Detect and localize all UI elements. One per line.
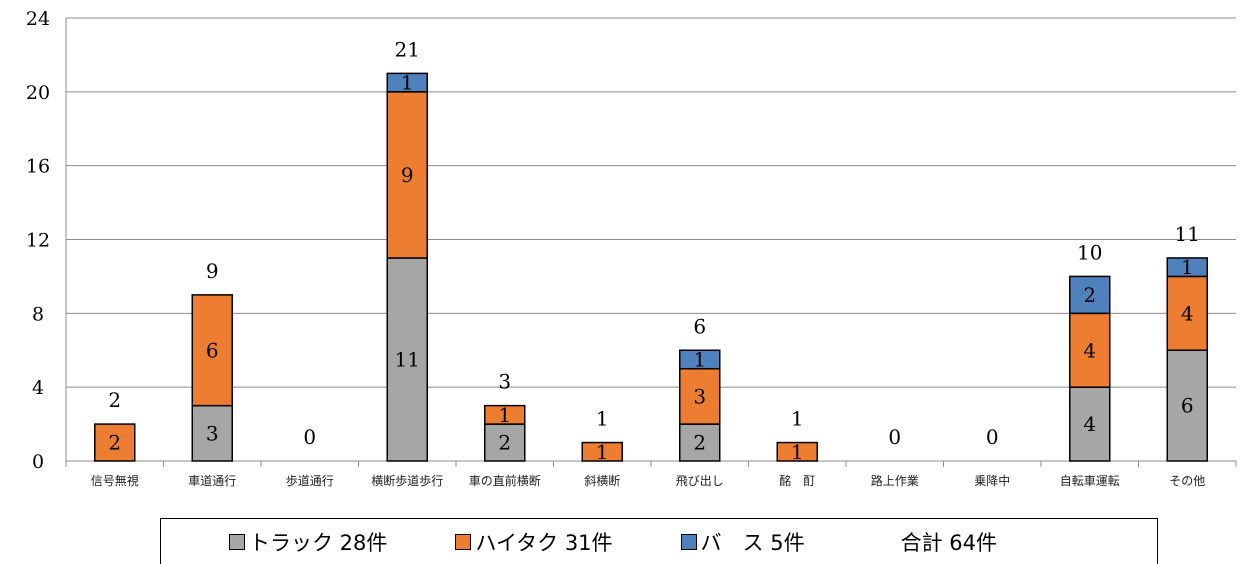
bar-segment-taxi [191, 294, 233, 407]
segment-value-label: 1 [498, 403, 511, 427]
total-value-label: 9 [206, 259, 219, 283]
total-value-label: 6 [693, 314, 706, 338]
segment-value-label: 6 [206, 338, 219, 362]
x-tick-label: 乗降中 [974, 473, 1010, 488]
segment-value-label: 3 [693, 384, 706, 408]
segment-value-label: 4 [1083, 338, 1096, 362]
legend-total: 合計 64件 [901, 527, 997, 557]
total-value-label: 11 [1175, 222, 1200, 246]
total-value-label: 0 [986, 425, 999, 449]
bar-segment-taxi [581, 441, 623, 462]
y-tick-label: 20 [26, 82, 50, 104]
x-tick-label: 自転車運転 [1060, 474, 1120, 488]
segment-value-label: 11 [395, 347, 420, 371]
segment-value-label: 2 [693, 431, 706, 455]
x-tick-label: その他 [1169, 474, 1205, 488]
segment-value-label: 1 [791, 440, 804, 464]
y-axis: 0 4 8 12 16 20 24 [26, 8, 67, 473]
total-value-label: 1 [791, 407, 804, 431]
bar-segment-truck [679, 423, 721, 462]
x-tick-label: 斜横断 [584, 473, 620, 488]
legend-swatch-truck [229, 533, 245, 550]
legend-item-bus: バ ス 5件 [680, 527, 805, 557]
chart: 04812162024 信号無視 車道通行 歩道通行 横断歩道歩行 車の直前横断 斜横断飛… [26, 8, 1237, 488]
x-tick-label: 信号無視 [91, 473, 139, 488]
legend-label-truck: トラック 28件 [249, 530, 388, 555]
x-axis: 信号無視 車道通行 歩道通行 横断歩道歩行 車の直前横断 斜横断 飛び出し 酩 酊 路上作業 乗降… [65, 460, 1237, 488]
y-tick-label: 24 [26, 8, 50, 30]
x-tick-label: 路上作業 [871, 473, 919, 488]
legend-item-taxi: ハイタク 31件 [455, 527, 613, 557]
x-tick-label: 飛び出し [676, 474, 724, 488]
total-value-label: 1 [596, 407, 609, 431]
total-value-label: 0 [888, 425, 901, 449]
total-value-label: 21 [395, 37, 420, 61]
legend-item-truck: トラック 28件 [229, 527, 387, 557]
legend-swatch-bus [680, 533, 697, 550]
total-value-label: 10 [1077, 240, 1102, 264]
segment-value-label: 1 [596, 440, 609, 464]
y-tick-label: 16 [26, 156, 50, 178]
segment-value-label: 1 [693, 347, 706, 371]
segment-value-label: 2 [1083, 283, 1096, 307]
legend-label-taxi: ハイタク 31件 [475, 530, 613, 555]
y-tick-label: 12 [26, 230, 50, 252]
x-tick-label: 横断歩道歩行 [371, 473, 443, 488]
y-tick-label: 0 [32, 451, 44, 473]
x-tick-label: 歩道通行 [286, 473, 334, 488]
y-tick-label: 4 [32, 377, 44, 399]
bar-segment-taxi [386, 91, 428, 259]
segment-value-label: 2 [108, 431, 121, 455]
segment-value-label: 4 [1181, 301, 1194, 325]
segment-value-label: 1 [401, 71, 414, 95]
segment-value-label: 2 [498, 431, 511, 455]
bar-segment-bus [1069, 275, 1111, 315]
x-tick-label: 車の直前横断 [469, 473, 541, 488]
bar-segment-taxi [776, 441, 818, 462]
legend: トラック 28件 ハイタク 31件 バ ス 5件 合計 64件 [160, 518, 1158, 564]
bar-segment-taxi [1069, 312, 1111, 388]
segment-value-label: 4 [1083, 412, 1096, 436]
bars [94, 72, 1208, 462]
total-value-label: 0 [303, 425, 316, 449]
x-tick-label: 酩 酊 [779, 473, 815, 488]
bar-segment-taxi [484, 404, 526, 425]
segment-value-label: 1 [1181, 255, 1194, 279]
total-value-label: 3 [498, 370, 511, 394]
legend-swatch-taxi [455, 533, 472, 550]
bar-segment-taxi [94, 423, 136, 462]
segment-value-label: 9 [401, 163, 414, 187]
total-value-label: 2 [108, 388, 121, 412]
bar-segment-bus [1166, 257, 1208, 278]
y-tick-label: 8 [32, 303, 44, 325]
segment-value-label: 3 [206, 421, 219, 445]
x-tick-label: 車道通行 [188, 474, 236, 488]
bar-segment-bus [679, 349, 721, 370]
bar-segment-bus [386, 72, 428, 93]
bar-segment-truck [191, 404, 233, 462]
segment-value-label: 6 [1181, 394, 1194, 418]
legend-label-bus: バ ス 5件 [700, 530, 805, 555]
grid-lines [66, 17, 1236, 388]
legend-total-label: 合計 64件 [900, 530, 997, 555]
